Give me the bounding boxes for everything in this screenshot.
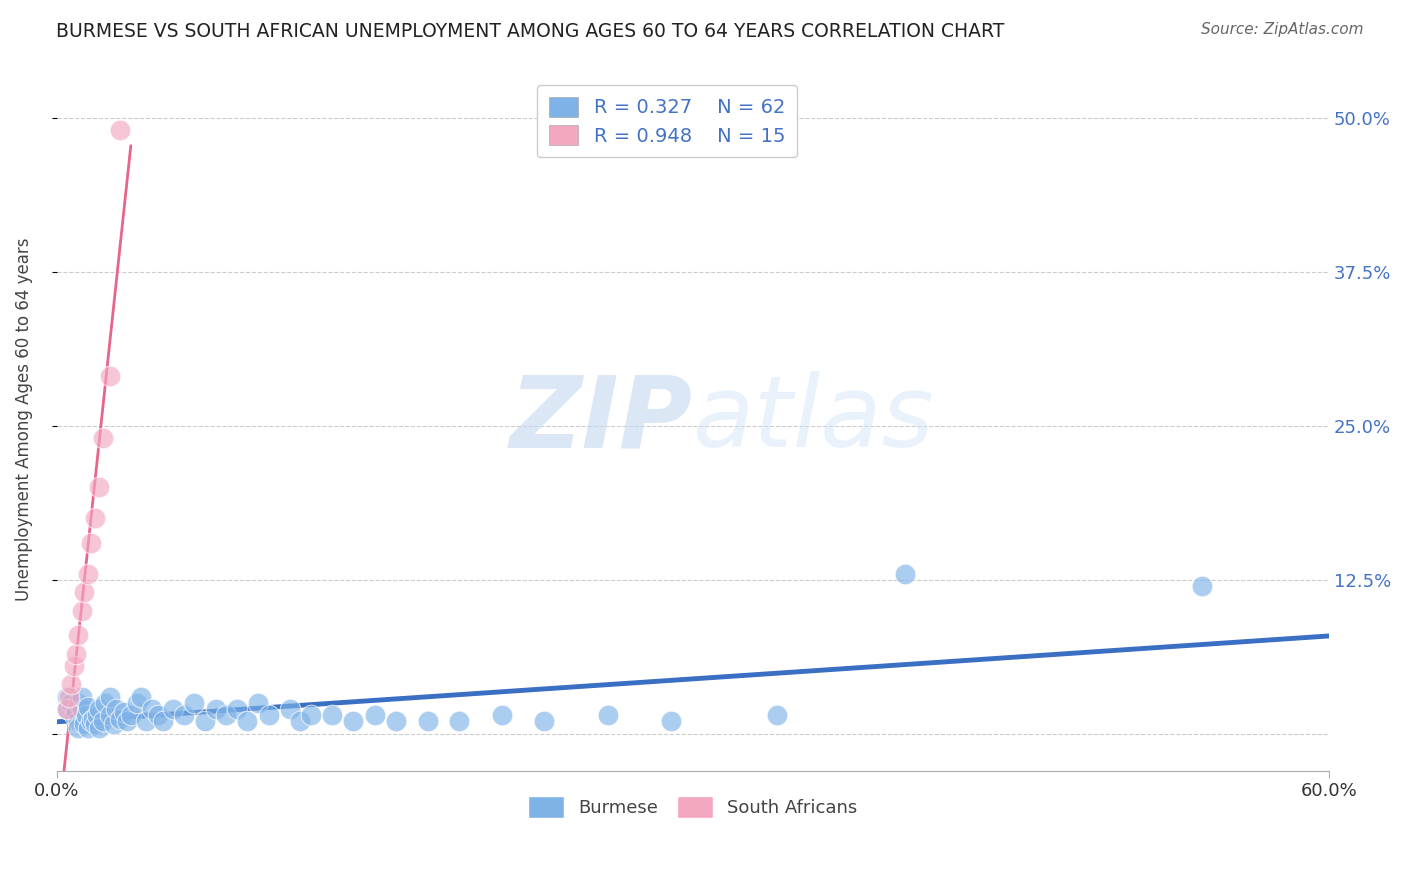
Point <box>86 708 108 723</box>
Point <box>66 696 89 710</box>
Point <box>416 714 439 729</box>
Point <box>70 603 93 617</box>
Point <box>65 647 87 661</box>
Point <box>98 708 121 723</box>
Point <box>98 690 121 704</box>
Text: Source: ZipAtlas.com: Source: ZipAtlas.com <box>1201 22 1364 37</box>
Text: ZIP: ZIP <box>510 371 693 468</box>
Point <box>148 708 170 723</box>
Point <box>66 721 89 735</box>
Point <box>66 628 89 642</box>
Point <box>62 659 84 673</box>
Point <box>194 714 217 729</box>
Point <box>98 369 121 384</box>
Point <box>596 708 619 723</box>
Point <box>173 708 195 723</box>
Text: atlas: atlas <box>693 371 935 468</box>
Point <box>115 714 138 729</box>
Point <box>56 702 79 716</box>
Y-axis label: Unemployment Among Ages 60 to 64 years: Unemployment Among Ages 60 to 64 years <box>15 238 32 601</box>
Point <box>79 714 101 729</box>
Legend: Burmese, South Africans: Burmese, South Africans <box>520 789 865 825</box>
Point <box>94 696 117 710</box>
Point <box>58 690 80 704</box>
Point <box>342 714 364 729</box>
Point <box>491 708 513 723</box>
Point <box>236 714 259 729</box>
Point <box>449 714 471 729</box>
Point <box>83 717 105 731</box>
Point <box>87 721 110 735</box>
Point <box>290 714 312 729</box>
Point <box>135 714 157 729</box>
Point <box>661 714 683 729</box>
Point <box>299 708 322 723</box>
Point <box>278 702 301 716</box>
Point <box>56 690 79 704</box>
Point <box>60 696 83 710</box>
Point <box>385 714 408 729</box>
Point <box>70 702 93 716</box>
Point <box>114 705 136 719</box>
Point <box>87 702 110 716</box>
Point <box>104 702 127 716</box>
Point <box>79 536 101 550</box>
Point <box>225 702 247 716</box>
Point <box>73 585 96 599</box>
Text: BURMESE VS SOUTH AFRICAN UNEMPLOYMENT AMONG AGES 60 TO 64 YEARS CORRELATION CHAR: BURMESE VS SOUTH AFRICAN UNEMPLOYMENT AM… <box>56 22 1005 41</box>
Point <box>77 566 100 581</box>
Point <box>77 721 100 735</box>
Point <box>60 677 83 691</box>
Point <box>66 714 89 729</box>
Point <box>141 702 163 716</box>
Point <box>204 702 226 716</box>
Point <box>62 708 84 723</box>
Point <box>247 696 270 710</box>
Point <box>257 708 280 723</box>
Point <box>87 480 110 494</box>
Point <box>127 696 149 710</box>
Point <box>321 708 343 723</box>
Point <box>120 708 142 723</box>
Point <box>110 123 132 137</box>
Point <box>73 717 96 731</box>
Point <box>75 708 97 723</box>
Point <box>82 712 104 726</box>
Point <box>70 690 93 704</box>
Point <box>162 702 184 716</box>
Point <box>533 714 555 729</box>
Point <box>56 702 79 716</box>
Point <box>152 714 174 729</box>
Point <box>183 696 205 710</box>
Point <box>83 511 105 525</box>
Point <box>91 714 114 729</box>
Point <box>110 712 132 726</box>
Point <box>131 690 153 704</box>
Point <box>103 717 125 731</box>
Point <box>215 708 238 723</box>
Point <box>363 708 385 723</box>
Point <box>893 566 915 581</box>
Point <box>766 708 789 723</box>
Point <box>1191 579 1213 593</box>
Point <box>77 699 100 714</box>
Point <box>65 705 87 719</box>
Point <box>91 431 114 445</box>
